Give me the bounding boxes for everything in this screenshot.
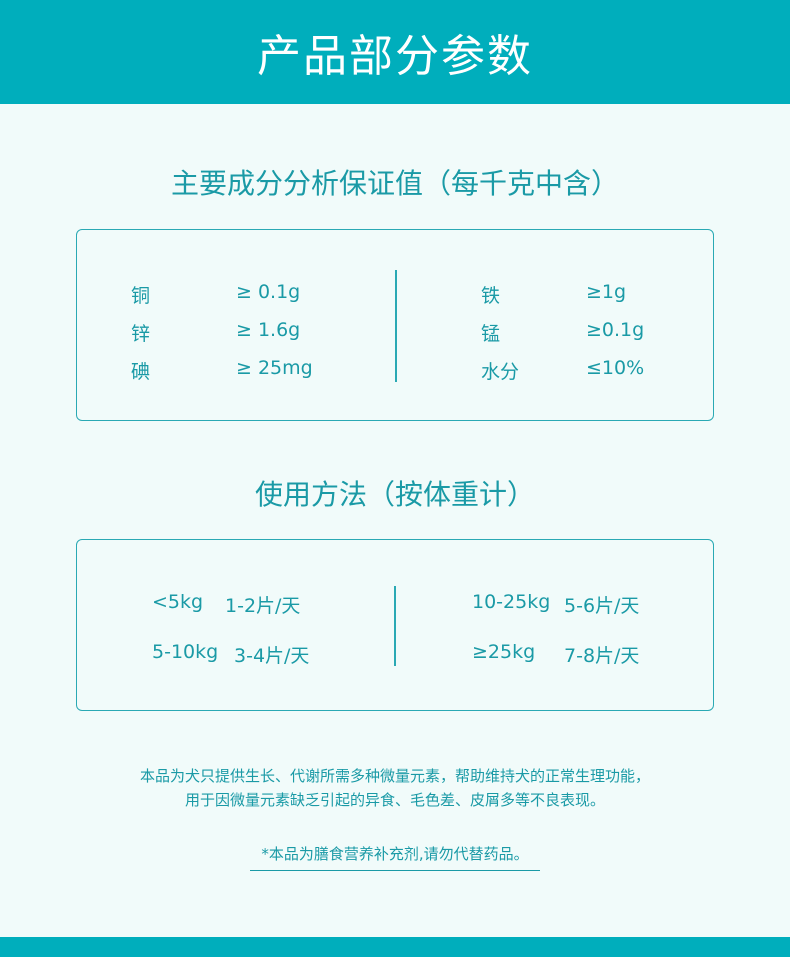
description-line-2: 用于因微量元素缺乏引起的异食、毛色差、皮屑多等不良表现。 xyxy=(184,791,605,809)
composition-name: 锰 xyxy=(481,323,501,345)
header-banner: 产品部分参数 xyxy=(0,0,790,104)
composition-value: ≥ 25mg xyxy=(236,357,313,379)
usage-dose: 7-8片/天 xyxy=(564,645,640,667)
composition-name: 锌 xyxy=(131,323,151,345)
composition-name: 碘 xyxy=(131,361,151,383)
composition-title: 主要成分分析保证值（每千克中含） xyxy=(170,167,619,200)
page-title: 产品部分参数 xyxy=(257,31,533,82)
composition-name: 铁 xyxy=(481,285,501,307)
composition-value: ≥0.1g xyxy=(586,319,645,341)
usage-panel xyxy=(76,539,714,711)
composition-value: ≥ 0.1g xyxy=(236,281,301,303)
composition-value: ≥ 1.6g xyxy=(236,319,301,341)
description-line-1: 本品为犬只提供生长、代谢所需多种微量元素，帮助维持犬的正常生理功能， xyxy=(139,767,650,785)
composition-name: 铜 xyxy=(131,285,151,307)
composition-value: ≤10% xyxy=(586,357,645,379)
usage-weight: 5-10kg xyxy=(152,641,219,663)
composition-divider xyxy=(395,270,397,382)
usage-dose: 5-6片/天 xyxy=(564,595,640,617)
usage-divider xyxy=(394,586,396,666)
footer-bar xyxy=(0,937,790,957)
composition-panel xyxy=(76,229,714,421)
composition-value: ≥1g xyxy=(586,281,627,303)
usage-dose: 3-4片/天 xyxy=(234,645,310,667)
usage-title: 使用方法（按体重计） xyxy=(254,478,535,511)
usage-dose: 1-2片/天 xyxy=(225,595,301,617)
usage-weight: ≥25kg xyxy=(472,641,536,663)
usage-weight: 10-25kg xyxy=(472,591,551,613)
composition-name: 水分 xyxy=(481,361,520,383)
disclaimer-note: *本品为膳食营养补充剂,请勿代替药品。 xyxy=(250,843,540,871)
usage-weight: <5kg xyxy=(152,591,204,613)
